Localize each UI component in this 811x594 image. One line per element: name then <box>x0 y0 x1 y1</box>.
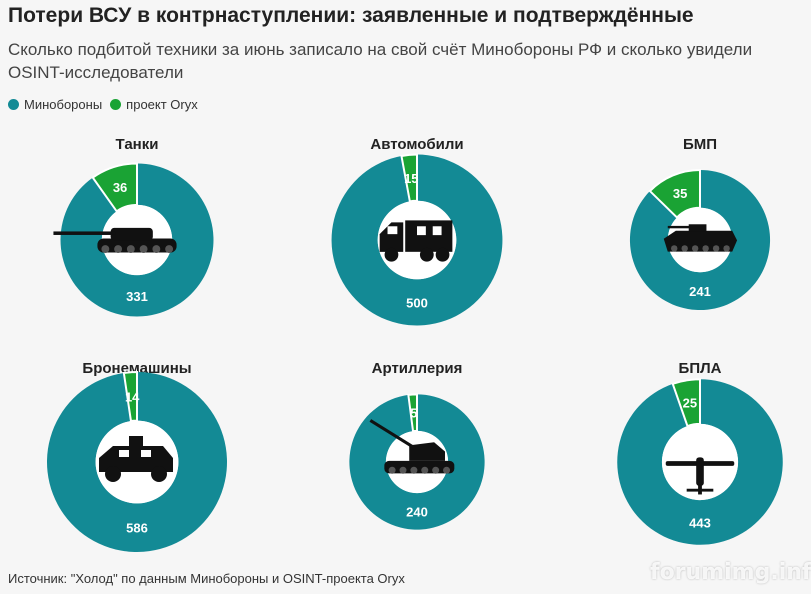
donut-title: Артиллерия <box>372 360 463 377</box>
tank-icon <box>53 227 177 253</box>
label-oryx: 36 <box>113 180 127 195</box>
donut-title: Автомобили <box>370 136 463 153</box>
slice-mod <box>629 169 771 311</box>
legend-label-oryx: проект Oryx <box>126 97 198 112</box>
slice-mod <box>46 372 227 552</box>
drone-icon <box>665 457 735 495</box>
donut-3: БМП 35 241 <box>629 136 771 311</box>
legend-swatch-mod <box>8 99 19 110</box>
watermark: forumimg.info <box>650 560 811 585</box>
label-mod: 240 <box>406 504 428 519</box>
slice-mod <box>331 154 503 326</box>
label-oryx: 5 <box>410 406 417 421</box>
legend: Минобороны проект Oryx <box>8 97 206 112</box>
chart-subtitle: Сколько подбитой техники за июнь записал… <box>8 40 753 82</box>
donut-1: Танки 36 331 <box>53 136 214 317</box>
label-mod: 586 <box>126 521 148 536</box>
slice-mod <box>60 163 214 317</box>
donut-title: Танки <box>116 136 159 153</box>
label-mod: 241 <box>689 284 711 299</box>
label-oryx: 25 <box>683 395 697 410</box>
label-oryx: 35 <box>673 186 687 201</box>
donut-4: Бронемашины 14 586 <box>46 360 227 552</box>
ifv-icon <box>663 224 738 252</box>
donut-title: Бронемашины <box>82 360 191 377</box>
donut-6: БПЛА 25 443 <box>617 360 783 545</box>
donut-5: Артиллерия 5 240 <box>349 360 485 530</box>
legend-label-mod: Минобороны <box>24 97 103 112</box>
donut-title: БПЛА <box>679 360 722 377</box>
legend-item-mod: Минобороны <box>8 97 102 112</box>
artillery-icon <box>369 419 455 474</box>
source-note: Источник: "Холод" по данным Минобороны и… <box>8 571 405 586</box>
donut-title: БМП <box>683 136 717 153</box>
label-mod: 443 <box>689 515 711 530</box>
donut-2: Автомобили 15 500 <box>331 136 503 326</box>
label-oryx: 14 <box>125 389 140 404</box>
legend-item-oryx: проект Oryx <box>110 97 198 112</box>
label-oryx: 15 <box>404 171 418 186</box>
legend-swatch-oryx <box>110 99 122 110</box>
truck-icon <box>379 220 453 262</box>
armored-car-icon <box>99 436 173 482</box>
label-mod: 331 <box>126 289 148 304</box>
chart-title: Потери ВСУ в контрнаступлении: заявленны… <box>8 4 694 27</box>
slice-mod <box>617 379 783 545</box>
label-mod: 500 <box>406 295 428 310</box>
